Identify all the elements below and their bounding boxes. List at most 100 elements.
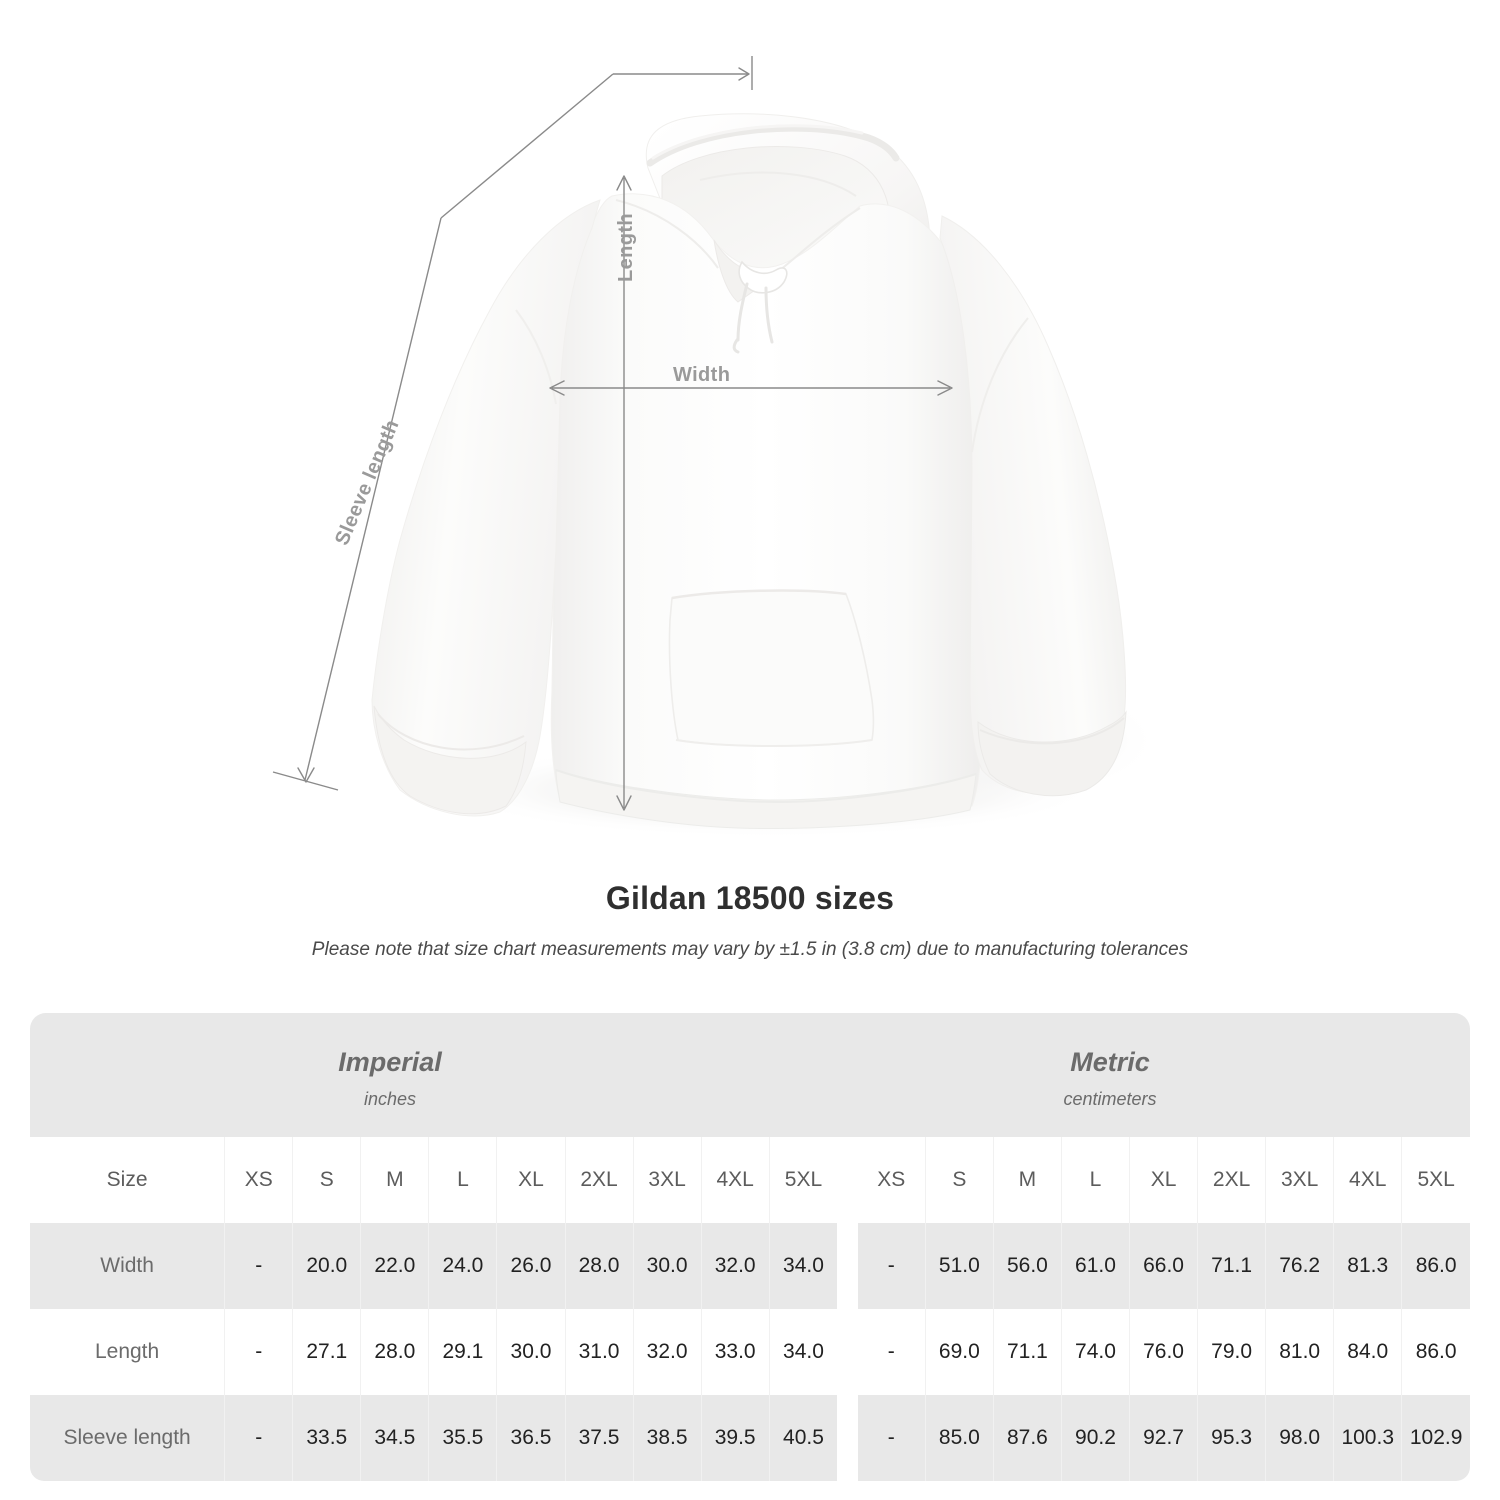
measurements-table: Size XS S M L XL 2XL 3XL 4XL 5XL XS S M L XL 2XL 3XL 4XL 5… [30,1137,1470,1481]
cell-value: 81.3 [1333,1223,1402,1309]
column-header-imperial-l: L [428,1137,497,1223]
cell-value: - [224,1309,293,1395]
cell-value: 98.0 [1265,1395,1334,1481]
cell-value: 84.0 [1333,1309,1402,1395]
hoodie-diagram-svg [272,56,1160,838]
unit-metric-sub: centimeters [1063,1089,1157,1110]
size-chart: Imperial inches Metric centimeters Size X… [30,1013,1470,1481]
cell-value: 36.5 [496,1395,565,1481]
cell-value: 76.0 [1129,1309,1198,1395]
unit-section-gap [837,1309,858,1395]
table-row: Width -20.0 22.0 24.0 26.0 28.0 30.0 32.0 34.0-5… [30,1223,1470,1309]
cell-value: 85.0 [924,1395,994,1481]
column-header-metric-m: M [992,1137,1062,1223]
column-header-metric-5xl: 5XL [1401,1137,1470,1223]
cell-value: 79.0 [1197,1309,1266,1395]
cell-value: 34.5 [360,1395,429,1481]
cell-value: 30.0 [496,1309,565,1395]
unit-section-gap [837,1137,857,1223]
cell-value: 69.0 [924,1309,994,1395]
column-header-metric-2xl: 2XL [1197,1137,1266,1223]
row-header-sleeve-length: Sleeve length [30,1395,225,1481]
cell-value: 29.1 [428,1309,497,1395]
cell-value: - [856,1309,926,1395]
cell-value: 102.9 [1401,1395,1470,1481]
cell-value: 66.0 [1129,1223,1198,1309]
column-header-imperial-s: S [292,1137,361,1223]
cell-value: 33.0 [700,1309,770,1395]
cell-value: 86.0 [1401,1309,1470,1395]
cell-value: 37.5 [564,1395,634,1481]
cell-value: - [224,1223,293,1309]
cell-value: 28.0 [360,1309,429,1395]
cell-value: 27.1 [292,1309,361,1395]
column-header-metric-4xl: 4XL [1333,1137,1402,1223]
column-header-imperial-xs: XS [224,1137,293,1223]
cell-value: 76.2 [1265,1223,1334,1309]
table-row: Sleeve length -33.5 34.5 35.5 36.5 37.5 38.5 39… [30,1395,1470,1481]
column-header-metric-l: L [1060,1137,1130,1223]
cell-value: 34.0 [768,1309,838,1395]
cell-value: 86.0 [1401,1223,1470,1309]
cell-value: 81.0 [1265,1309,1334,1395]
cell-value: 22.0 [360,1223,429,1309]
tolerance-note: Please note that size chart measurements… [311,939,1189,960]
table-header-size-label: Size [106,1168,148,1191]
unit-system-header: Imperial inches Metric centimeters [30,1013,1470,1137]
column-header-imperial-m: M [360,1137,429,1223]
unit-imperial: Imperial inches [30,1013,750,1137]
cell-value: 33.5 [292,1395,361,1481]
row-header-width: Width [30,1223,225,1309]
column-header-metric-s: S [924,1137,994,1223]
garment-illustration: Width Length Sleeve length [272,56,1160,838]
cell-value: 32.0 [700,1223,770,1309]
table-row: Length -27.1 28.0 29.1 30.0 31.0 32.0 33.0 34.0-… [30,1309,1470,1395]
cell-value: 20.0 [292,1223,361,1309]
cell-value: - [224,1395,293,1481]
table-header-row: Size XS S M L XL 2XL 3XL 4XL 5XL XS S M L XL 2XL 3XL 4XL 5… [30,1137,1470,1223]
cell-value: 100.3 [1333,1395,1402,1481]
unit-imperial-name: Imperial [338,1046,442,1077]
cell-value: 32.0 [632,1309,702,1395]
column-header-imperial-2xl: 2XL [564,1137,634,1223]
cell-value: - [856,1395,926,1481]
cell-value: 74.0 [1060,1309,1130,1395]
cell-value: 24.0 [428,1223,497,1309]
cell-value: 71.1 [992,1309,1062,1395]
cell-value: 39.5 [700,1395,770,1481]
cell-value: 31.0 [564,1309,634,1395]
page-title: Gildan 18500 sizes [605,880,895,916]
cell-value: 56.0 [992,1223,1062,1309]
column-header-metric-3xl: 3XL [1265,1137,1334,1223]
unit-imperial-sub: inches [363,1089,417,1110]
cell-value: 40.5 [768,1395,838,1481]
cell-value: 38.5 [632,1395,702,1481]
cell-value: 34.0 [768,1223,838,1309]
column-header-imperial-3xl: 3XL [632,1137,702,1223]
cell-value: 71.1 [1197,1223,1266,1309]
cell-value: 26.0 [496,1223,565,1309]
cell-value: 92.7 [1129,1395,1198,1481]
column-header-metric-xl: XL [1129,1137,1198,1223]
measure-lines [272,56,953,811]
unit-metric: Metric centimeters [750,1013,1470,1137]
row-header-length: Length [94,1340,160,1363]
cell-value: 87.6 [992,1395,1062,1481]
unit-section-gap [837,1223,858,1309]
column-header-metric-xs: XS [856,1137,926,1223]
title-block: Gildan 18500 sizes Please note that size… [0,870,1500,961]
cell-value: 51.0 [924,1223,994,1309]
column-header-imperial-4xl: 4XL [700,1137,770,1223]
cell-value: 61.0 [1060,1223,1130,1309]
cell-value: 95.3 [1197,1395,1266,1481]
cell-value: 35.5 [428,1395,497,1481]
unit-section-gap [837,1395,858,1481]
unit-metric-name: Metric [1070,1046,1150,1077]
width-dimension-label: Width [673,364,731,386]
cell-value: 90.2 [1060,1395,1130,1481]
column-header-imperial-xl: XL [496,1137,565,1223]
column-header-imperial-5xl: 5XL [768,1137,838,1223]
cell-value: - [856,1223,926,1309]
cell-value: 28.0 [564,1223,634,1309]
cell-value: 30.0 [632,1223,702,1309]
